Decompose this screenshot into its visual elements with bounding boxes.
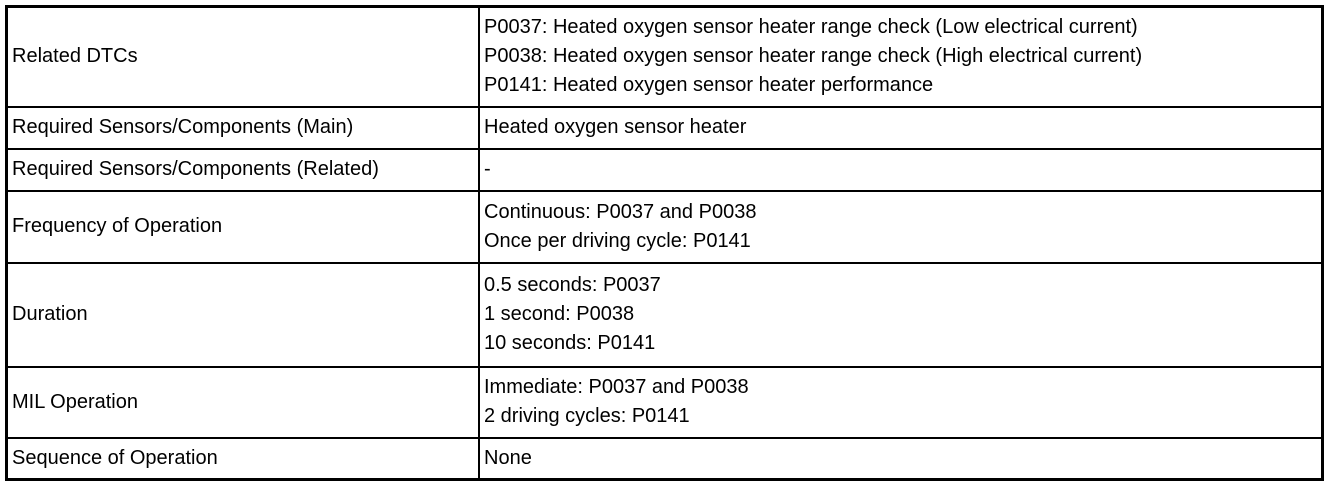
value-line: Heated oxygen sensor heater	[484, 116, 747, 138]
value-line: 0.5 seconds: P0037	[484, 274, 661, 296]
value-line: P0141: Heated oxygen sensor heater perfo…	[484, 74, 934, 97]
value-line: P0038: Heated oxygen sensor heater range…	[484, 45, 1143, 68]
row-label: Related DTCs	[5, 5, 480, 108]
value-line: 2 driving cycles: P0141	[484, 405, 690, 427]
row-value: Continuous: P0037 and P0038 Once per driv…	[478, 189, 1324, 264]
table-row: Frequency of Operation Continuous: P0037 …	[5, 189, 1324, 264]
row-value: Heated oxygen sensor heater	[478, 105, 1324, 150]
row-label: Sequence of Operation	[5, 436, 480, 481]
table-row: Required Sensors/Components (Related) -	[5, 147, 1324, 192]
table-row: Sequence of Operation None	[5, 436, 1324, 481]
table-row: Duration 0.5 seconds: P0037 1 second: P003…	[5, 261, 1324, 368]
row-label: Required Sensors/Components (Main)	[5, 105, 480, 150]
row-value: P0037: Heated oxygen sensor heater range…	[478, 5, 1324, 108]
table-row: Related DTCs P0037: Heated oxygen sensor …	[5, 5, 1324, 108]
row-value: Immediate: P0037 and P0038 2 driving cycl…	[478, 365, 1324, 439]
value-line: Once per driving cycle: P0141	[484, 229, 751, 252]
table-row: Required Sensors/Components (Main) Heated…	[5, 105, 1324, 150]
row-value: 0.5 seconds: P0037 1 second: P0038 10 seco…	[478, 261, 1324, 368]
value-line: 10 seconds: P0141	[484, 332, 656, 354]
row-label: MIL Operation	[5, 365, 480, 439]
row-value: -	[478, 147, 1324, 192]
value-line: Continuous: P0037 and P0038	[484, 200, 757, 223]
row-label: Required Sensors/Components (Related)	[5, 147, 480, 192]
value-line: 1 second: P0038	[484, 303, 635, 325]
value-line: P0037: Heated oxygen sensor heater range…	[484, 16, 1138, 39]
table-row: MIL Operation Immediate: P0037 and P0038 2…	[5, 365, 1324, 439]
value-line: None	[484, 446, 532, 469]
value-line: Immediate: P0037 and P0038	[484, 376, 749, 398]
monitor-info-table: Related DTCs P0037: Heated oxygen sensor …	[5, 5, 1324, 481]
value-line: -	[484, 158, 491, 180]
row-value: None	[478, 436, 1324, 481]
row-label: Duration	[5, 261, 480, 368]
row-label: Frequency of Operation	[5, 189, 480, 264]
